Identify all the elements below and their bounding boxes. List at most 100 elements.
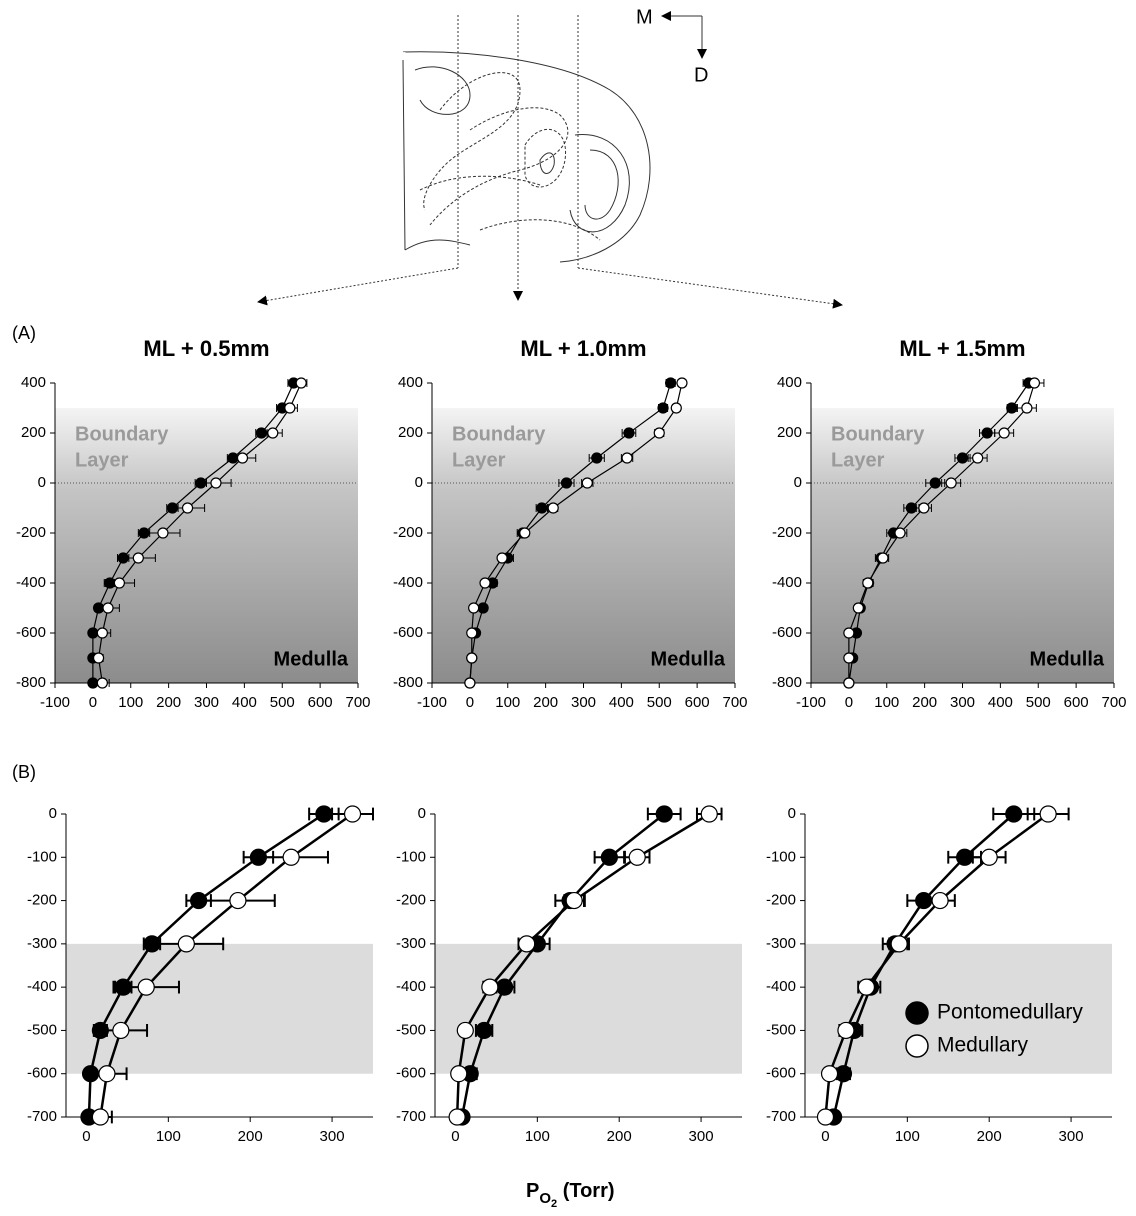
data-point — [817, 1109, 833, 1125]
annotation: Medulla — [1030, 648, 1105, 670]
data-point — [482, 979, 498, 995]
x-tick-label: 400 — [232, 694, 257, 711]
chart-title: ML + 1.0mm — [520, 336, 646, 361]
x-tick-label: 700 — [1101, 694, 1126, 711]
y-tick-label: -200 — [16, 524, 46, 541]
x-tick-label: 600 — [1064, 694, 1089, 711]
x-tick-label: 0 — [89, 694, 97, 711]
brain-section-diagram — [258, 15, 842, 305]
compass-label: M — [636, 6, 653, 28]
data-point — [932, 893, 948, 909]
x-tick-label: 100 — [895, 1128, 920, 1145]
data-point — [211, 478, 221, 488]
data-point — [656, 806, 672, 822]
data-point — [537, 503, 547, 513]
data-point — [519, 936, 535, 952]
y-tick-label: -200 — [396, 892, 426, 909]
x-tick-label: 600 — [685, 694, 710, 711]
x-axis-label-part: (Torr) — [557, 1180, 614, 1202]
y-tick-label: 0 — [788, 805, 796, 822]
y-tick-label: -300 — [396, 935, 426, 952]
x-tick-label: 400 — [609, 694, 634, 711]
data-point — [601, 849, 617, 865]
data-point — [469, 603, 479, 613]
y-tick-label: -400 — [16, 574, 46, 591]
data-point — [476, 1022, 492, 1038]
annotation: Layer — [831, 449, 885, 471]
data-point — [863, 578, 873, 588]
data-point — [844, 678, 854, 688]
x-tick-label: 600 — [308, 694, 333, 711]
y-tick-label: -300 — [766, 935, 796, 952]
y-tick-label: -200 — [27, 892, 57, 909]
data-point — [1022, 403, 1032, 413]
data-point — [97, 678, 107, 688]
legend-marker — [906, 1002, 928, 1024]
x-tick-label: 500 — [647, 694, 672, 711]
data-point — [268, 428, 278, 438]
y-tick-label: 0 — [49, 805, 57, 822]
y-tick-label: 400 — [21, 374, 46, 391]
data-point — [345, 806, 361, 822]
data-point — [113, 1022, 129, 1038]
data-point — [666, 378, 676, 388]
x-tick-label: 200 — [977, 1128, 1002, 1145]
data-point — [103, 603, 113, 613]
data-point — [930, 478, 940, 488]
data-point — [237, 453, 247, 463]
figure: M D (A) (B) PO2 (Torr) BoundaryLayerMedu… — [0, 0, 1136, 1211]
y-tick-label: -400 — [27, 978, 57, 995]
data-point — [677, 378, 687, 388]
y-tick-label: -100 — [766, 848, 796, 865]
y-tick-label: 200 — [21, 424, 46, 441]
data-point — [451, 1066, 467, 1082]
annotation: Medulla — [274, 648, 349, 670]
x-tick-label: 500 — [270, 694, 295, 711]
x-tick-label: 0 — [845, 694, 853, 711]
data-point — [1006, 806, 1022, 822]
annotation: Layer — [75, 449, 129, 471]
data-point — [449, 1109, 465, 1125]
y-tick-label: 0 — [38, 474, 46, 491]
data-point — [183, 503, 193, 513]
data-point — [658, 403, 668, 413]
data-point — [467, 653, 477, 663]
x-tick-label: 0 — [82, 1128, 90, 1145]
x-tick-label: 100 — [874, 694, 899, 711]
data-point — [582, 478, 592, 488]
data-point — [316, 806, 332, 822]
x-tick-label: 300 — [689, 1128, 714, 1145]
data-point — [906, 503, 916, 513]
x-tick-label: 400 — [988, 694, 1013, 711]
x-tick-label: 200 — [238, 1128, 263, 1145]
y-tick-label: 0 — [415, 474, 423, 491]
y-tick-label: 0 — [418, 805, 426, 822]
data-point — [891, 936, 907, 952]
data-point — [158, 528, 168, 538]
y-tick-label: 0 — [794, 474, 802, 491]
annotation: Medulla — [651, 648, 726, 670]
x-tick-label: 200 — [912, 694, 937, 711]
y-tick-label: -400 — [396, 978, 426, 995]
x-tick-label: 700 — [722, 694, 747, 711]
y-tick-label: -400 — [393, 574, 423, 591]
annotation: Boundary — [452, 423, 546, 445]
data-point — [878, 553, 888, 563]
data-point — [981, 849, 997, 865]
x-tick-label: 200 — [533, 694, 558, 711]
data-point — [285, 403, 295, 413]
x-tick-label: 300 — [1059, 1128, 1084, 1145]
y-tick-label: -300 — [27, 935, 57, 952]
data-point — [654, 428, 664, 438]
data-point — [561, 478, 571, 488]
data-point — [114, 578, 124, 588]
data-point — [844, 653, 854, 663]
compass-label: D — [694, 64, 708, 86]
annotation: Boundary — [75, 423, 169, 445]
data-point — [548, 503, 558, 513]
shaded-band — [435, 944, 742, 1074]
y-tick-label: -500 — [27, 1021, 57, 1038]
x-tick-label: -100 — [796, 694, 826, 711]
y-tick-label: -700 — [27, 1108, 57, 1125]
y-tick-label: -600 — [27, 1065, 57, 1082]
